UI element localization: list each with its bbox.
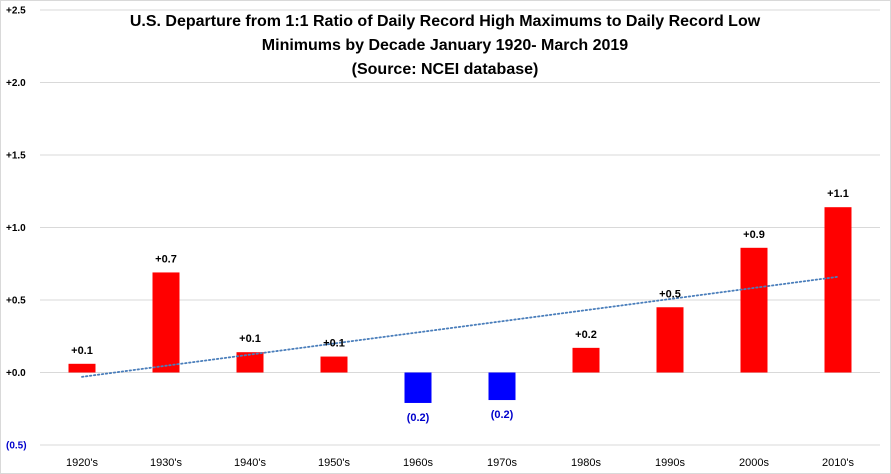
x-tick-label: 1980s [571, 457, 601, 469]
y-tick-label: (0.5) [6, 441, 27, 452]
x-tick-label: 1970s [487, 457, 517, 469]
bars [68, 207, 852, 403]
x-tick-label: 1940's [234, 457, 267, 469]
y-tick-label: +2.5 [6, 6, 26, 17]
bar-1950s [320, 356, 348, 373]
title-line-2: Minimums by Decade January 1920- March 2… [262, 37, 628, 54]
title-line-1: U.S. Departure from 1:1 Ratio of Daily R… [130, 13, 761, 30]
y-tick-label: +1.5 [6, 151, 26, 162]
data-label: +1.1 [827, 188, 849, 200]
bar-2010s [824, 207, 852, 373]
x-tick-label: 1950's [318, 457, 351, 469]
gridlines [40, 9, 880, 446]
trendline [81, 275, 839, 378]
x-tick-label: 2010's [822, 457, 855, 469]
data-labels: +0.1 +0.7 +0.1 +0.1 (0.2) (0.2) +0.2 +0.5 +0.9 +1… [71, 188, 849, 424]
chart-title: U.S. Departure from 1:1 Ratio of Daily R… [130, 13, 761, 78]
bar-1940s [236, 352, 264, 373]
bar-1990s [656, 307, 684, 373]
y-tick-label: +0.5 [6, 296, 26, 307]
data-label: +0.5 [659, 288, 681, 300]
trendline-group [81, 275, 839, 378]
data-label: +0.1 [71, 345, 93, 357]
bar-2000s [740, 247, 768, 373]
bar-1920s [68, 363, 96, 373]
data-label: +0.1 [323, 338, 345, 350]
bar-1970s [488, 372, 516, 401]
x-tick-label: 1920's [66, 457, 99, 469]
bar-1930s [152, 272, 180, 373]
x-axis-ticks: 1920's 1930's 1940's 1950's 1960s 1970s 1980s 1… [66, 457, 855, 469]
x-tick-label: 1930's [150, 457, 183, 469]
data-label: (0.2) [491, 409, 514, 421]
x-tick-label: 1990s [655, 457, 685, 469]
bar-1960s [404, 372, 432, 403]
data-label: +0.1 [239, 333, 261, 345]
data-label: +0.7 [155, 253, 177, 265]
data-label: +0.9 [743, 229, 765, 241]
data-label: (0.2) [407, 412, 430, 424]
bar-1980s [572, 347, 600, 373]
title-line-3: (Source: NCEI database) [352, 61, 539, 78]
y-tick-label: +2.0 [6, 78, 26, 89]
x-tick-label: 2000s [739, 457, 769, 469]
y-tick-label: +0.0 [6, 368, 26, 379]
y-tick-label: +1.0 [6, 223, 26, 234]
data-label: +0.2 [575, 329, 597, 341]
y-axis-ticks: +2.5 +2.0 +1.5 +1.0 +0.5 +0.0 (0.5) [6, 6, 27, 452]
x-tick-label: 1960s [403, 457, 433, 469]
